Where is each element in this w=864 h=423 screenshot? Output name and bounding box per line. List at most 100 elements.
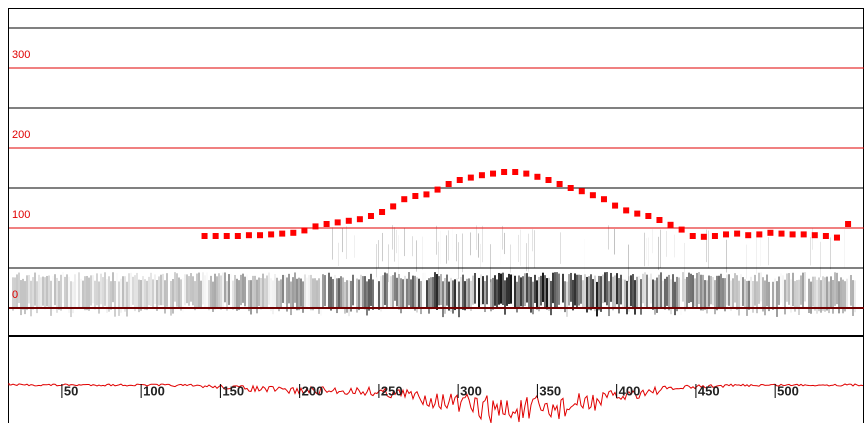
pitch-point [412, 193, 419, 199]
x-tick-label: 500 [777, 383, 799, 398]
spectrogram-column [828, 281, 830, 314]
spectrogram-column [404, 275, 406, 309]
spectrogram-column [554, 272, 556, 308]
spectrogram-column [574, 273, 576, 306]
spectrogram-column [774, 278, 776, 308]
spectrogram-column [288, 273, 290, 304]
spectrogram-column [526, 243, 527, 272]
spectrogram-column [422, 236, 423, 271]
pitch-point [678, 226, 685, 233]
x-tick-label: 50 [64, 383, 78, 398]
pitch-point [323, 221, 330, 227]
spectrogram-column [422, 273, 424, 308]
spectrogram-column [646, 238, 647, 260]
spectrogram-column [208, 280, 210, 311]
spectrogram-column [518, 275, 520, 309]
pitch-point [778, 230, 785, 237]
spectrogram-column [610, 272, 612, 302]
spectrogram-column [320, 280, 322, 315]
spectrogram-column [284, 275, 286, 305]
spectrogram-column [710, 275, 712, 305]
spectrogram-column [448, 230, 449, 261]
spectrogram-column [378, 281, 380, 310]
spectrogram-column [798, 279, 800, 315]
spectrogram-column [702, 274, 704, 311]
spectrogram-column [652, 279, 654, 310]
spectrogram-column [118, 281, 120, 316]
spectrogram-column [72, 281, 74, 314]
spectrogram-column [532, 281, 534, 315]
spectrogram-column [626, 280, 628, 315]
spectrogram-column [304, 274, 306, 307]
spectrogram-column [292, 277, 294, 309]
spectrogram-column [490, 244, 491, 283]
spectrogram-column [578, 274, 580, 306]
pitch-point [268, 231, 275, 238]
spectrogram-column [616, 273, 618, 305]
spectrogram-column [644, 272, 646, 307]
pitch-point [501, 169, 508, 175]
spectrogram-column [666, 230, 667, 257]
spectrogram-column [436, 225, 437, 255]
spectrogram-column [60, 274, 62, 311]
spectrogram-column [794, 281, 796, 312]
spectrogram-column [204, 275, 206, 308]
spectrogram-column [334, 274, 336, 308]
spectrogram-column [330, 276, 332, 311]
spectrogram-column [44, 277, 46, 310]
spectrogram-column [504, 280, 506, 315]
spectrogram-column [326, 280, 328, 309]
spectrogram-column [696, 272, 698, 308]
spectrogram-column [512, 274, 514, 307]
pitch-point [234, 233, 241, 239]
pitch-point [723, 231, 730, 238]
spectrogram-column [742, 277, 744, 306]
spectrogram-column [458, 242, 459, 280]
pitch-point [279, 230, 286, 237]
spectrogram-column [644, 232, 645, 267]
spectrogram-column [426, 280, 428, 309]
spectrogram-column [54, 274, 56, 306]
spectrogram-column [410, 279, 412, 309]
spectrogram-column [130, 272, 132, 307]
spectrogram-column [452, 228, 453, 253]
spectrogram-column [414, 275, 416, 311]
spectrogram-column [454, 279, 456, 311]
spectrogram-column [446, 274, 448, 306]
pitch-point [534, 173, 541, 180]
spectrogram-column [470, 280, 472, 311]
spectrogram-column [170, 280, 172, 316]
spectrogram-column [370, 273, 372, 306]
spectrogram-column [70, 281, 72, 318]
spectrogram-column [810, 281, 812, 314]
spectrogram-column [816, 279, 818, 314]
spectrogram-column [214, 273, 216, 310]
spectrogram-column [836, 272, 838, 305]
waveform: 50 100 150 200 250 300 350 400 450 500 [8, 383, 864, 423]
spectrogram-column [382, 275, 384, 309]
pitch-point [445, 181, 452, 187]
spectrogram-column [598, 275, 600, 311]
spectrogram-column [620, 274, 622, 305]
spectrogram-column [494, 275, 496, 306]
spectrogram-column [274, 274, 276, 307]
spectrogram-column [684, 278, 686, 312]
spectrogram-column [538, 276, 540, 312]
spectrogram-column [146, 280, 148, 311]
spectrogram-column [260, 278, 262, 310]
pitch-point [756, 231, 763, 238]
spectrogram-column [154, 274, 156, 304]
spectrogram-column [14, 277, 16, 308]
spectrogram-column [106, 279, 108, 313]
pitch-point [312, 223, 319, 230]
spectrogram-column [346, 226, 347, 260]
spectrogram-column [132, 276, 134, 305]
pitch-point [623, 207, 630, 214]
spectrogram-column [472, 275, 474, 305]
spectrogram-column [114, 280, 116, 317]
spectrogram-column [664, 278, 666, 310]
spectrogram-column [378, 240, 379, 268]
pitch-point [245, 232, 252, 239]
spectrogram-column [628, 276, 630, 312]
